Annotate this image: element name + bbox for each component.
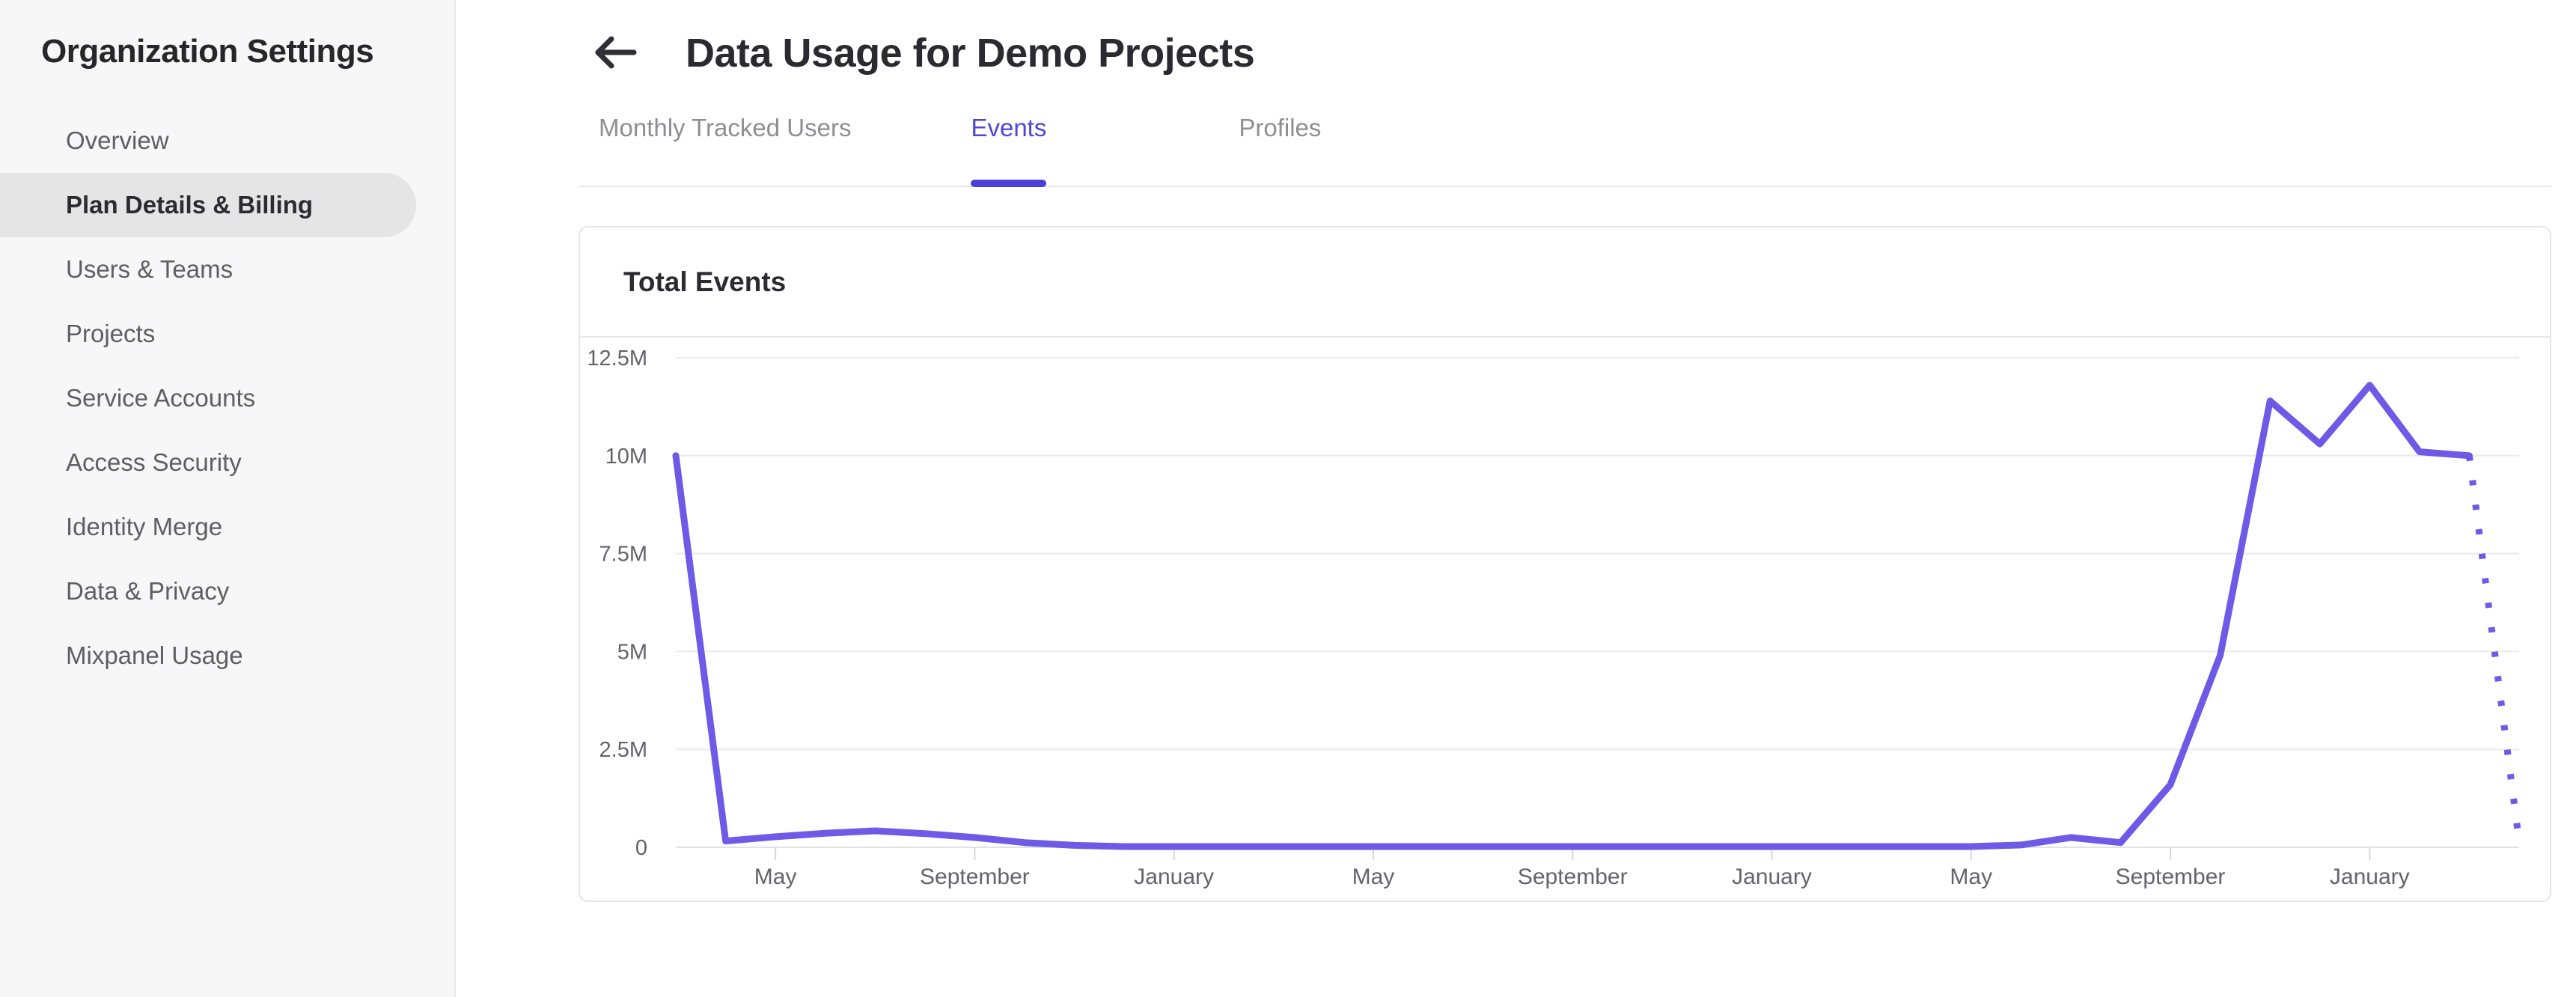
back-button[interactable] bbox=[591, 36, 638, 70]
sidebar-item-mixpanel-usage[interactable]: Mixpanel Usage bbox=[66, 641, 243, 669]
x-axis-label: September bbox=[2116, 865, 2226, 889]
x-axis-label: January bbox=[2330, 865, 2410, 889]
y-axis-label: 5M bbox=[617, 640, 647, 664]
x-axis-label: May bbox=[754, 865, 797, 889]
sidebar-title: Organization Settings bbox=[41, 33, 374, 70]
tab-events[interactable]: Events bbox=[971, 114, 1047, 187]
x-axis-label: September bbox=[920, 865, 1030, 889]
x-axis-label: September bbox=[1518, 865, 1628, 889]
y-axis-label: 0 bbox=[635, 836, 647, 860]
sidebar-item-projects[interactable]: Projects bbox=[66, 320, 156, 347]
tab-profiles[interactable]: Profiles bbox=[1239, 114, 1322, 141]
sidebar-item-data-privacy[interactable]: Data & Privacy bbox=[66, 577, 230, 605]
chart-area: 12.5M 10M 7.5M 5M 2.5M 0 May September January Ma… bbox=[580, 338, 2550, 900]
tab-bar: Monthly Tracked Users Events Profiles bbox=[579, 114, 2551, 187]
tab-monthly-tracked-users[interactable]: Monthly Tracked Users bbox=[599, 114, 852, 141]
y-axis-label: 10M bbox=[605, 445, 647, 469]
sidebar-item-identity-merge[interactable]: Identity Merge bbox=[66, 513, 223, 540]
total-events-line-chart: 12.5M 10M 7.5M 5M 2.5M 0 May September January Ma… bbox=[587, 347, 2523, 889]
page-header: Data Usage for Demo Projects bbox=[591, 30, 2576, 76]
sidebar-item-users-teams[interactable]: Users & Teams bbox=[66, 255, 234, 283]
tab-events-label: Events bbox=[971, 114, 1047, 141]
back-arrow-icon bbox=[591, 35, 638, 72]
sidebar-item-service-accounts[interactable]: Service Accounts bbox=[66, 384, 256, 412]
x-axis-label: January bbox=[1732, 865, 1812, 889]
total-events-card: Total Events 12.5M 10M 7.5M 5M 2.5M 0 May Septe… bbox=[579, 226, 2551, 902]
sidebar: Organization Settings Overview Plan Deta… bbox=[0, 0, 456, 997]
main-content: Data Usage for Demo Projects Monthly Tra… bbox=[457, 0, 2576, 997]
sidebar-item-access-security[interactable]: Access Security bbox=[66, 448, 242, 476]
sidebar-item-plan-details-billing[interactable]: Plan Details & Billing bbox=[0, 173, 416, 237]
y-axis-label: 7.5M bbox=[599, 543, 647, 567]
active-tab-underline-indicator bbox=[971, 180, 1047, 187]
y-axis-label: 2.5M bbox=[599, 738, 647, 762]
y-axis-label: 12.5M bbox=[587, 347, 647, 371]
sidebar-nav: Overview Plan Details & Billing Users & … bbox=[0, 109, 454, 688]
card-title: Total Events bbox=[623, 266, 787, 297]
x-axis-label: May bbox=[1950, 865, 1992, 889]
page-title: Data Usage for Demo Projects bbox=[686, 31, 1255, 76]
sidebar-item-overview[interactable]: Overview bbox=[66, 126, 169, 154]
events-series-line bbox=[672, 382, 2473, 850]
card-header: Total Events bbox=[580, 228, 2550, 338]
events-series-projected-dotted bbox=[2465, 455, 2523, 842]
x-axis-label: January bbox=[1134, 865, 1214, 889]
x-axis-label: May bbox=[1352, 865, 1395, 889]
